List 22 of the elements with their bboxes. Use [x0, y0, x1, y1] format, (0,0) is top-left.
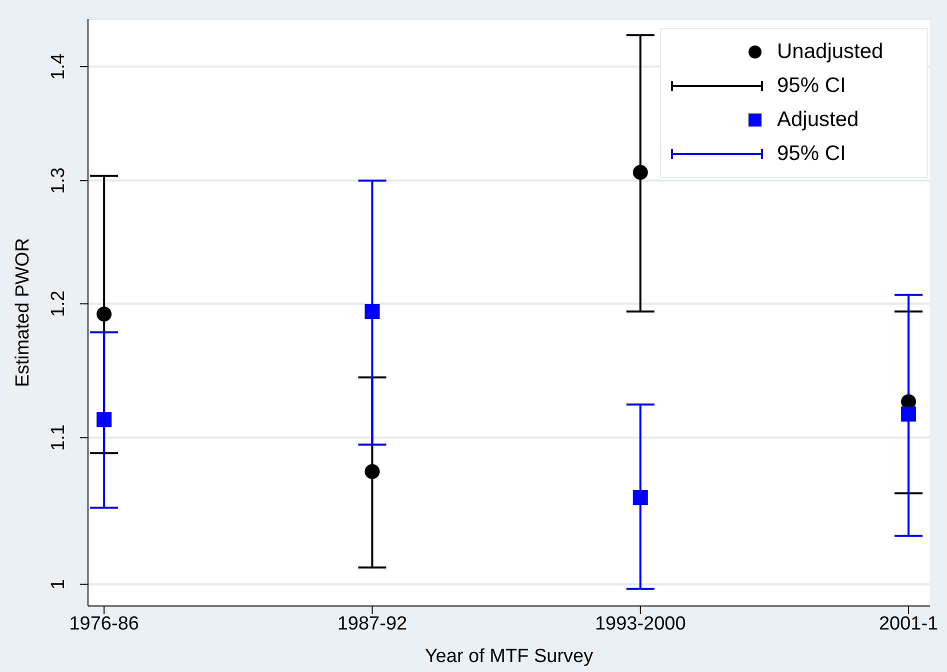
- x-tick-label: 1987-92: [337, 613, 408, 634]
- legend-label: Adjusted: [777, 108, 859, 132]
- y-tick-label: 1.1: [48, 424, 69, 451]
- point: [364, 464, 380, 480]
- annotation: 95% CI: [777, 142, 846, 166]
- point: [632, 164, 648, 180]
- x-tick-label: 1993-2000: [594, 613, 686, 634]
- point: [364, 304, 380, 319]
- y-tick-label: 1.4: [48, 52, 69, 80]
- point: [901, 406, 916, 422]
- annotation: 95% CI: [777, 74, 846, 98]
- y-axis-title: Estimated PWOR: [12, 238, 34, 387]
- x-tick-label: 2001-1: [878, 613, 938, 634]
- legend-label: Unadjusted: [777, 40, 884, 64]
- y-tick-label: 1.3: [48, 167, 69, 194]
- x-axis-title: Year of MTF Survey: [424, 646, 594, 667]
- point: [632, 490, 648, 506]
- x-tick-label: 1976-86: [69, 613, 139, 634]
- point: [96, 306, 112, 322]
- y-tick-label: 1: [48, 579, 69, 590]
- y-tick-label: 1.2: [48, 290, 69, 317]
- point: [96, 412, 112, 428]
